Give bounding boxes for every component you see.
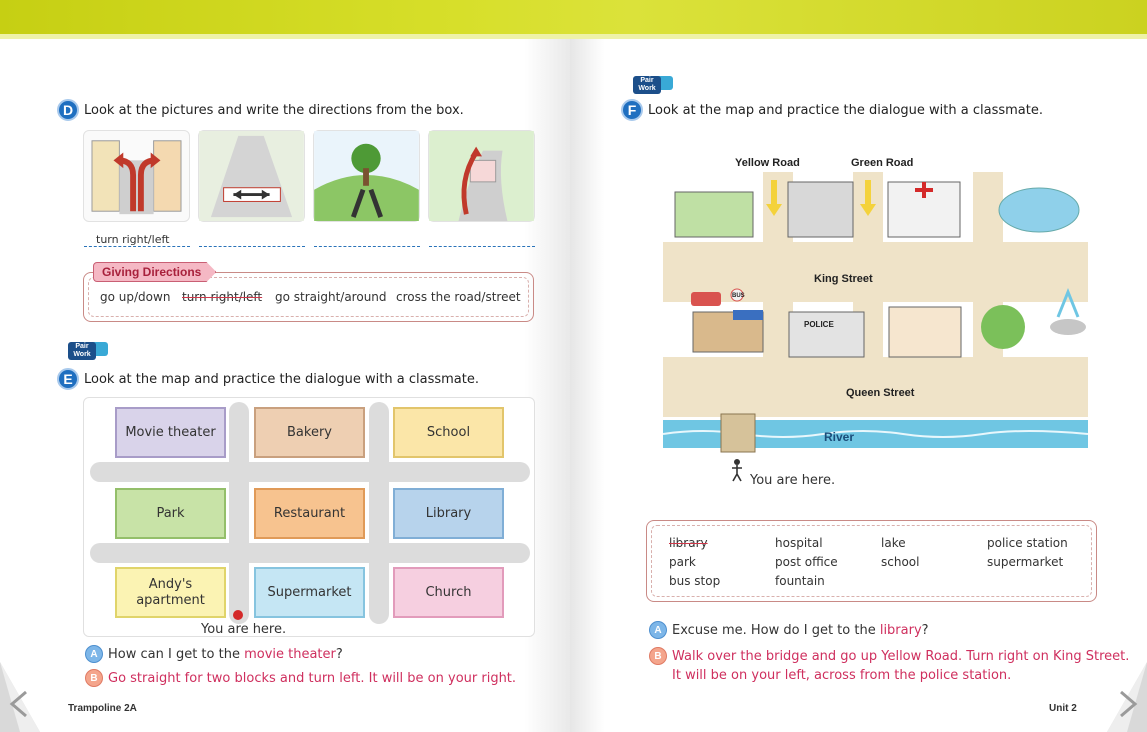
you-are-here-label-f: You are here.: [750, 473, 836, 488]
word-post-office: post office: [775, 555, 838, 569]
word-hospital: hospital: [775, 536, 823, 550]
label-police-sign: POLICE: [804, 320, 834, 329]
giving-directions-tag: Giving Directions: [93, 262, 217, 282]
crosswalk-illustration: [199, 131, 304, 221]
answer-line-4[interactable]: [429, 246, 535, 247]
word-lake: lake: [881, 536, 906, 550]
section-f-title: Look at the map and practice the dialogu…: [648, 103, 1043, 118]
answer-line-2[interactable]: [199, 246, 305, 247]
section-e-title: Look at the map and practice the dialogu…: [84, 372, 479, 387]
word-bus-stop: bus stop: [669, 574, 721, 588]
word-library: library: [669, 536, 708, 550]
picture-turn: [83, 130, 190, 222]
speaker-a-badge-f: A: [649, 621, 667, 639]
you-are-here-label: You are here.: [201, 622, 287, 637]
section-f-letter: F: [621, 99, 643, 121]
town-map: [662, 152, 1089, 492]
dialogue-f-a-line: Excuse me. How do I get to the library?: [672, 623, 929, 638]
label-queen-street: Queen Street: [846, 387, 915, 399]
label-green-road: Green Road: [851, 157, 914, 169]
you-are-here-marker: [233, 610, 243, 620]
speaker-b-badge-f: B: [649, 647, 667, 665]
label-yellow-road: Yellow Road: [735, 157, 800, 169]
option-turn-right-left: turn right/left: [182, 290, 263, 304]
go-around-illustration: [429, 131, 534, 221]
option-go-straight-around: go straight/around: [275, 290, 387, 304]
pair-work-badge-f: Pair Work: [633, 76, 673, 96]
building-bakery: Bakery: [254, 407, 365, 458]
building-supermarket: Supermarket: [254, 567, 365, 618]
road-vertical-1: [229, 402, 249, 624]
building-school: School: [393, 407, 504, 458]
picture-around: [428, 130, 535, 222]
dialogue-f-b-line-1: Walk over the bridge and go up Yellow Ro…: [672, 649, 1130, 664]
dialogue-a-line: How can I get to the movie theater?: [108, 647, 343, 662]
right-footer: Unit 2: [1049, 703, 1077, 714]
picture-hill: [313, 130, 420, 222]
word-fountain: fountain: [775, 574, 825, 588]
road-vertical-2: [369, 402, 389, 624]
previous-page-button[interactable]: [0, 632, 60, 732]
word-box: [646, 520, 1097, 602]
road-horizontal-2: [90, 543, 530, 563]
label-bus-stop-sign: BUS: [732, 293, 745, 299]
speaker-b-badge: B: [85, 669, 103, 687]
picture-cross: [198, 130, 305, 222]
top-banner: [0, 0, 1147, 39]
section-d-title: Look at the pictures and write the direc…: [84, 103, 464, 118]
word-park: park: [669, 555, 696, 569]
word-supermarket: supermarket: [987, 555, 1064, 569]
building-restaurant: Restaurant: [254, 488, 365, 539]
word-police-station: police station: [987, 536, 1068, 550]
left-footer: Trampoline 2A: [68, 703, 137, 714]
option-cross-road: cross the road/street: [396, 290, 521, 304]
chevron-left-icon: [9, 690, 27, 718]
answer-line-3[interactable]: [314, 246, 420, 247]
building-park: Park: [115, 488, 226, 539]
pair-work-badge-e: Pair Work: [68, 342, 108, 362]
directions-box: [83, 272, 534, 322]
word-school: school: [881, 555, 920, 569]
dialogue-b-line: Go straight for two blocks and turn left…: [108, 671, 517, 686]
dialogue-f-b-line-2: It will be on your left, across from the…: [672, 668, 1012, 683]
section-e-letter: E: [57, 368, 79, 390]
building-church: Church: [393, 567, 504, 618]
speaker-a-badge: A: [85, 645, 103, 663]
building-andys-apartment: Andy's apartment: [115, 567, 226, 618]
building-library: Library: [393, 488, 504, 539]
next-page-button[interactable]: [1087, 632, 1147, 732]
road-horizontal-1: [90, 462, 530, 482]
label-king-street: King Street: [814, 273, 873, 285]
hill-illustration: [314, 131, 419, 221]
town-map-drawing: [662, 172, 1089, 453]
example-answer: turn right/left: [96, 233, 170, 246]
label-river: River: [824, 430, 855, 444]
option-go-up-down: go up/down: [100, 290, 171, 304]
building-movie-theater: Movie theater: [115, 407, 226, 458]
answer-line-1[interactable]: [84, 246, 190, 247]
person-icon: [732, 459, 742, 482]
section-d-letter: D: [57, 99, 79, 121]
turn-arrows-illustration: [91, 140, 182, 215]
chevron-right-icon: [1120, 690, 1138, 718]
